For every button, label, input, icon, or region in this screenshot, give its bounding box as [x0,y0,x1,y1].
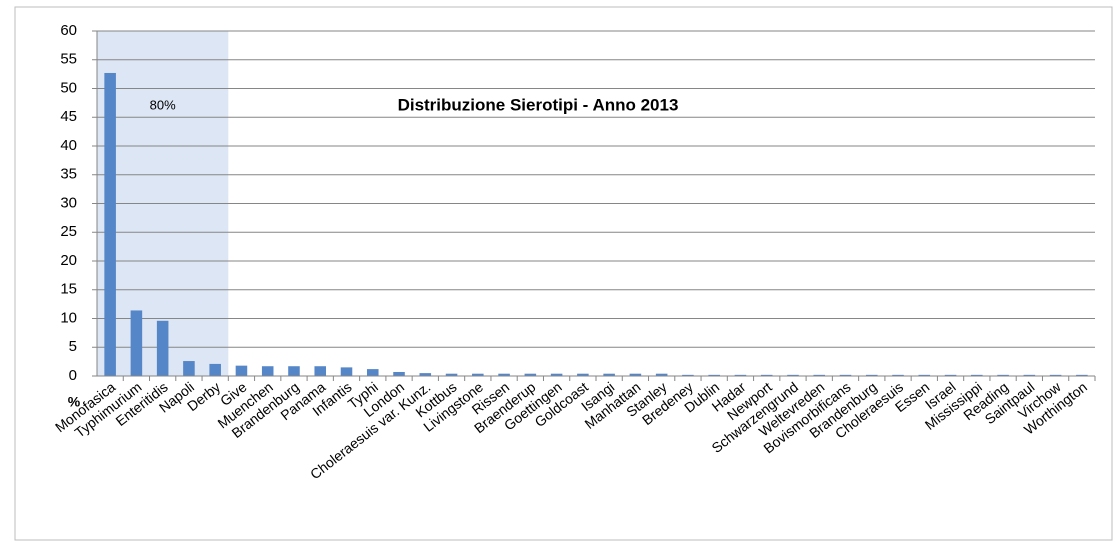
bar [1023,374,1036,376]
bar [629,373,642,376]
bar [997,374,1009,376]
bar [918,374,931,376]
bar [603,373,615,376]
bar [261,366,274,376]
y-tick-label: 30 [60,194,77,211]
y-tick-label: 60 [60,22,77,39]
bar [734,374,747,376]
y-tick-label: 20 [60,252,77,269]
bar [209,363,221,376]
bar [183,361,195,376]
highlight-label: 80% [150,97,176,112]
bar [1049,374,1062,376]
y-tick-label: 45 [60,108,77,125]
bar [865,374,878,376]
bar [1076,374,1088,376]
y-tick-label: 50 [60,79,77,96]
y-tick-label: 55 [60,51,77,68]
bar [971,374,983,376]
bar [944,374,957,376]
bar [550,373,563,376]
bar [813,374,826,376]
y-tick-label: 40 [60,137,77,154]
bar [130,310,143,376]
bar [419,373,432,376]
y-tick-label: 35 [60,166,77,183]
bar [288,366,300,376]
bar [892,374,904,376]
bar [366,369,379,376]
bar [314,366,327,376]
bar [498,373,510,376]
bar [472,373,484,376]
bar [393,371,405,376]
bar [577,373,589,376]
bar [524,373,537,376]
y-tick-label: 15 [60,281,77,298]
bar [787,374,799,376]
bar [235,365,248,376]
y-tick-label: 10 [60,309,77,326]
y-tick-label: 5 [69,338,77,355]
bar [340,367,353,376]
y-axis-label: % [68,394,81,410]
bar [682,374,694,376]
bar [655,373,668,376]
chart-title: Distribuzione Sierotipi - Anno 2013 [398,95,679,114]
y-tick-label: 25 [60,223,77,240]
bar [445,373,458,376]
bar [104,72,116,376]
bar [708,374,720,376]
bar [839,374,852,376]
bar [156,320,169,376]
y-tick-label: 0 [69,367,77,384]
bar [760,374,773,376]
